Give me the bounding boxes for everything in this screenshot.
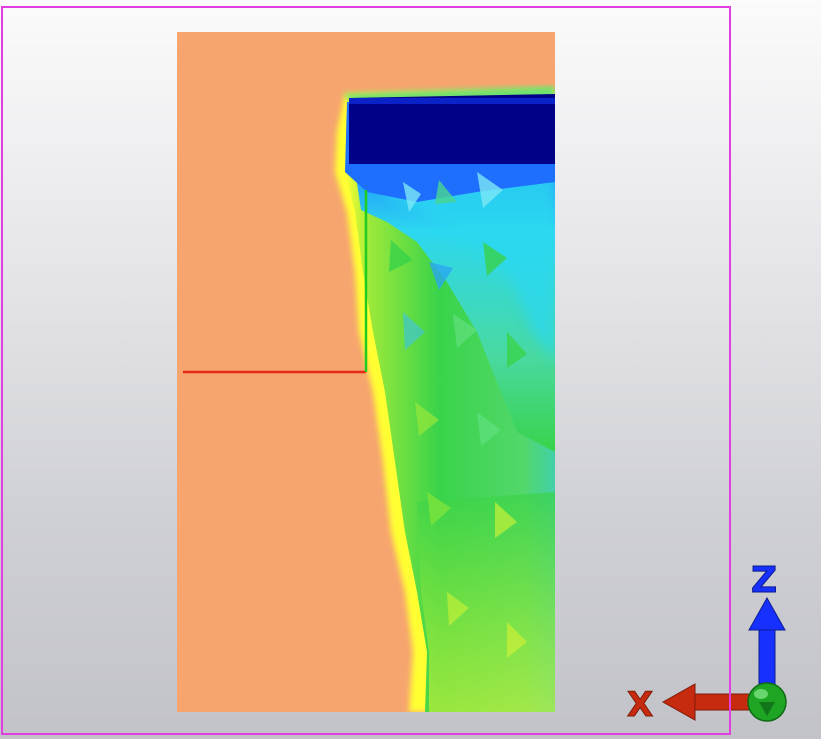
y-axis-sphere: [747, 682, 787, 722]
axis-triad: Z X: [625, 560, 821, 739]
dark-blue-region: [349, 94, 555, 164]
lower-plume-region: [417, 492, 555, 712]
dark-blue-edge: [349, 98, 555, 104]
z-axis-label: Z: [751, 560, 777, 601]
z-axis-arrow: [748, 596, 786, 687]
mottled-patches: [389, 172, 527, 658]
selection-frame: [1, 6, 731, 735]
x-axis-label: X: [627, 685, 653, 725]
